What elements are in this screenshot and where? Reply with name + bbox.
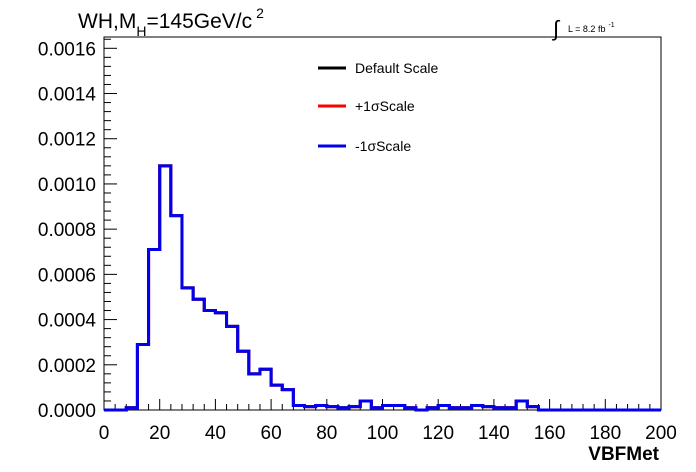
x-tick-label: 180 [589,423,621,444]
title-subscript: H [136,23,146,39]
luminosity-label: ∫ L = 8.2 fb -1 [551,16,615,41]
x-tick-label: 160 [534,423,566,444]
x-tick-label: 60 [261,423,282,444]
y-tick-label: 0.0008 [38,220,96,241]
luminosity-superscript: -1 [608,22,614,29]
y-tick-label: 0.0004 [38,311,97,332]
legend: Default Scale +1σScale -1σScale [318,60,438,154]
y-tick-label: 0.0012 [38,130,96,151]
x-axis-label: VBFMet [588,444,659,465]
x-tick-label: 200 [645,423,677,444]
y-tick-label: 0.0002 [38,356,96,377]
y-tick-label: 0.0006 [38,265,96,286]
x-tick-label: 120 [422,423,454,444]
title-middle: =145GeV/c [146,10,252,33]
legend-label: Default Scale [355,60,438,76]
x-tick-label: 40 [205,423,226,444]
x-tick-label: 100 [367,423,399,444]
x-tick-label: 0 [99,423,110,444]
legend-label: +1σScale [355,98,415,114]
y-tick-label: 0.0014 [38,85,97,106]
title-prefix: WH,M [78,10,136,33]
x-tick-label: 20 [149,423,170,444]
title-superscript: 2 [256,5,264,21]
legend-label: -1σScale [355,138,411,154]
series-line-1-scale [104,164,661,412]
luminosity-text: L = 8.2 fb -1 [568,22,615,34]
y-tick-label: 0.0010 [38,175,96,196]
axes: 0 20 40 60 80 100 120 140 160 180 200 0.0000 0.0002 0… [38,38,677,444]
y-tick-label: 0.0000 [38,401,96,422]
x-tick-label: 80 [316,423,337,444]
luminosity-value: L = 8.2 fb [568,24,605,34]
histogram-series [104,164,661,412]
x-tick-label: 140 [478,423,510,444]
integral-symbol: ∫ [551,16,561,41]
chart-title: WH,MH=145GeV/c 2 [78,5,264,39]
y-tick-label: 0.0016 [38,39,96,60]
